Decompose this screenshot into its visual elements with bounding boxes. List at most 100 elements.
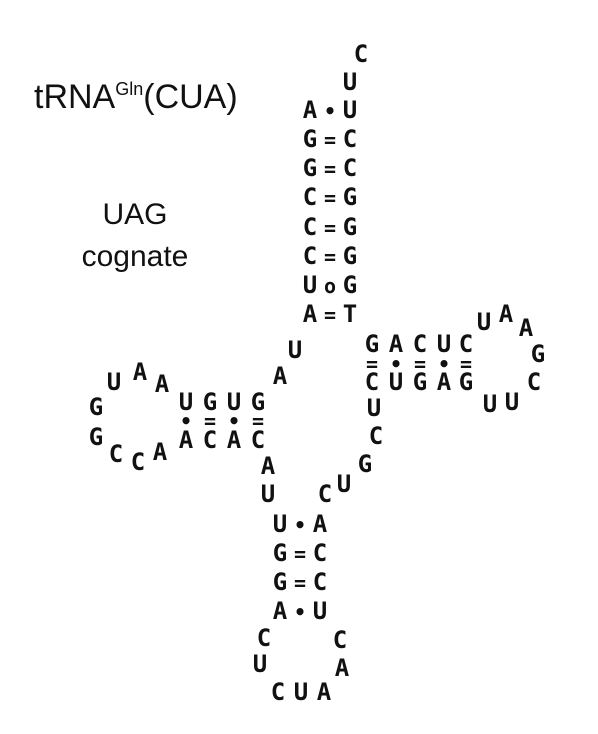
base-pair-symbol: • xyxy=(294,513,306,537)
nucleotide: A xyxy=(317,678,332,706)
base-pair-symbol: = xyxy=(460,352,472,376)
base-pair-symbol: = xyxy=(414,352,426,376)
title-main: tRNA xyxy=(34,78,116,116)
variable-loop: C U G C U xyxy=(318,394,383,508)
nucleotide: U xyxy=(288,336,302,364)
base-pair-symbol: = xyxy=(324,157,336,181)
caption-cognate: cognate xyxy=(81,240,189,273)
nucleotide: G xyxy=(89,423,103,451)
base-pair-symbol: = xyxy=(204,409,216,433)
base-pair-symbol: = xyxy=(324,216,336,240)
title-suffix: (CUA) xyxy=(143,78,238,116)
nucleotide: C xyxy=(303,242,317,270)
nucleotide: A xyxy=(273,597,288,625)
nucleotide: G xyxy=(273,539,287,567)
nucleotide: G xyxy=(251,388,265,416)
nucleotide: U xyxy=(437,330,451,358)
nucleotide: A xyxy=(133,358,148,386)
nucleotide: C xyxy=(303,213,317,241)
base-pair-symbol: = xyxy=(324,186,336,210)
anticodon-arm: A U U • A G = C G = C A • U C U C U A A … xyxy=(253,452,350,706)
nucleotide: C xyxy=(109,440,123,468)
nucleotide: U xyxy=(505,388,519,416)
nucleotide: A xyxy=(313,510,328,538)
nucleotide: C xyxy=(203,426,217,454)
caption-codon: UAG xyxy=(102,198,168,231)
nucleotide: G xyxy=(273,568,287,596)
nucleotide: U xyxy=(477,308,491,336)
nucleotide: U xyxy=(389,368,403,396)
codon-caption: UAG cognate xyxy=(55,194,215,278)
acceptor-stem: C U A • U G = C G = C C = G C = G C = G … xyxy=(303,40,368,328)
base-pair-symbol: = xyxy=(324,303,336,327)
base-pair-symbol: = xyxy=(324,128,336,152)
nucleotide: C xyxy=(413,330,427,358)
nucleotide: U xyxy=(313,597,327,625)
d-arm: U G U G • = • = A C A C U A A G G C C A xyxy=(89,358,265,476)
nucleotide: A xyxy=(261,452,276,480)
nucleotide: A xyxy=(273,362,288,390)
nucleotide: U xyxy=(483,390,497,418)
nucleotide: U xyxy=(179,388,193,416)
nucleotide: C xyxy=(318,480,332,508)
base-pair-symbol: = xyxy=(324,245,336,269)
base-pair-symbol: • xyxy=(180,409,192,433)
nucleotide: C xyxy=(303,183,317,211)
nucleotide: U xyxy=(227,388,241,416)
base-pair-symbol: • xyxy=(324,99,336,123)
nucleotide: U xyxy=(253,650,267,678)
junction: U A xyxy=(273,336,302,390)
nucleotide: C xyxy=(131,448,145,476)
nucleotide: C xyxy=(313,568,327,596)
nucleotide: G xyxy=(413,368,427,396)
nucleotide: U xyxy=(367,394,381,422)
base-pair-symbol: • xyxy=(390,352,402,376)
nucleotide: C xyxy=(369,422,383,450)
nucleotide: A xyxy=(227,426,242,454)
nucleotide: G xyxy=(343,213,357,241)
nucleotide: A xyxy=(335,654,350,682)
nucleotide: G xyxy=(358,450,372,478)
nucleotide: A xyxy=(499,300,514,328)
nucleotide: U xyxy=(273,510,287,538)
base-pair-symbol: = xyxy=(252,409,264,433)
nucleotide: U xyxy=(343,68,357,96)
nucleotide: G xyxy=(343,242,357,270)
nucleotide: A xyxy=(179,426,194,454)
base-pair-symbol: = xyxy=(366,352,378,376)
nucleotide: C xyxy=(343,154,357,182)
nucleotide: G xyxy=(89,393,103,421)
nucleotide: U xyxy=(337,470,351,498)
base-pair-symbol: • xyxy=(294,600,306,624)
nucleotide: A xyxy=(437,368,452,396)
trna-title: tRNAGln(CUA) xyxy=(34,78,238,117)
nucleotide: A xyxy=(303,96,318,124)
nucleotide: C xyxy=(527,368,541,396)
nucleotide: G xyxy=(459,368,473,396)
nucleotide: C xyxy=(271,678,285,706)
base-pair-symbol: o xyxy=(324,274,336,298)
nucleotide: A xyxy=(519,314,534,342)
nucleotide: U xyxy=(107,368,121,396)
nucleotide: C xyxy=(257,624,271,652)
title-superscript: Gln xyxy=(115,79,144,99)
nucleotide: U xyxy=(294,678,308,706)
nucleotide: A xyxy=(303,300,318,328)
nucleotide: G xyxy=(303,154,317,182)
nucleotide: C xyxy=(459,330,473,358)
t-arm: G A C U C = • = • = C U G A G U U C G A … xyxy=(365,300,545,418)
nucleotide: G xyxy=(203,388,217,416)
nucleotide: G xyxy=(343,183,357,211)
base-pair-symbol: = xyxy=(294,571,306,595)
nucleotide: G xyxy=(303,125,317,153)
nucleotide: T xyxy=(343,300,357,328)
base-pair-symbol: = xyxy=(294,542,306,566)
nucleotide: C xyxy=(343,125,357,153)
nucleotide: G xyxy=(531,340,545,368)
nucleotide: A xyxy=(155,370,170,398)
nucleotide: U xyxy=(343,96,357,124)
base-pair-symbol: • xyxy=(438,352,450,376)
nucleotide: U xyxy=(303,271,317,299)
nucleotide: C xyxy=(313,539,327,567)
